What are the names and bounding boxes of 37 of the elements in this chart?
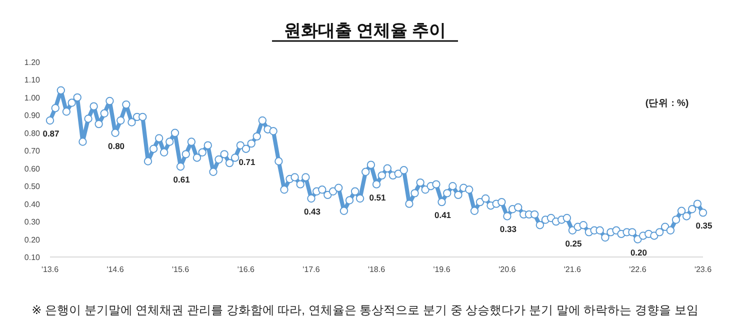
- data-label: 0.41: [434, 210, 452, 220]
- x-tick-label: '20.6: [498, 265, 516, 274]
- data-label: 0.51: [369, 192, 386, 202]
- y-tick-label: 0.50: [24, 182, 41, 192]
- x-tick-label: '16.6: [237, 265, 256, 274]
- x-tick-label: '18.6: [368, 265, 386, 274]
- y-tick-label: 1.10: [24, 76, 41, 85]
- x-tick-label: '19.6: [433, 265, 451, 274]
- chart-title: 원화대출 연체율 추이: [284, 21, 446, 40]
- x-tick-label: '21.6: [564, 265, 582, 274]
- y-tick-label: 1.00: [24, 93, 41, 102]
- x-tick-label: '23.6: [694, 265, 712, 274]
- data-label: 0.25: [565, 238, 582, 248]
- data-label: 0.87: [42, 128, 60, 138]
- y-tick-label: 0.60: [24, 164, 41, 174]
- y-tick-label: 0.70: [24, 146, 41, 156]
- y-tick-label: 1.20: [24, 58, 41, 67]
- data-label: 0.43: [304, 206, 321, 216]
- y-tick-label: 0.40: [24, 200, 41, 209]
- data-label: 0.35: [696, 220, 713, 231]
- y-tick-label: 0.30: [24, 218, 41, 227]
- y-tick-label: 0.80: [24, 128, 41, 138]
- x-tick-label: '17.6: [302, 265, 320, 274]
- x-tick-label: '13.6: [41, 265, 60, 274]
- x-tick-label: '14.6: [106, 265, 124, 274]
- data-label: 0.20: [630, 247, 648, 258]
- data-label: 0.33: [500, 224, 517, 234]
- y-tick-label: 0.10: [24, 253, 41, 262]
- text: ※ 은행이 분기말에 연체채권 관리를 강화함에 따라, 연체율은 통상적으로 분기 중 상승했다가 분기 말에 하락하는 경향을 보임: [32, 303, 698, 317]
- y-tick-label: 0.20: [24, 235, 41, 244]
- data-label: 0.71: [238, 156, 256, 167]
- y-tick-label: 0.90: [24, 111, 41, 120]
- annotation: (단위 : %): [645, 98, 689, 109]
- x-tick-label: '22.6: [629, 265, 647, 274]
- data-label: 0.80: [108, 140, 125, 151]
- x-tick-label: '15.6: [172, 265, 190, 274]
- data-label: 0.61: [173, 174, 190, 185]
